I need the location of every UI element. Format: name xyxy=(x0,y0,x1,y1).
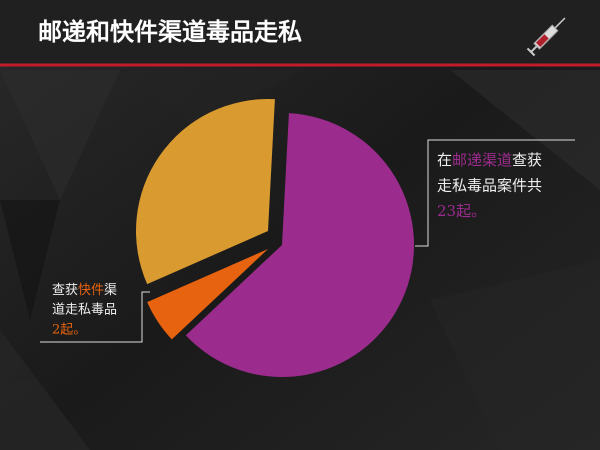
annotation-line: 查获快件渠 xyxy=(52,283,117,298)
category-label: 邮递渠道 xyxy=(452,151,512,169)
pie-slice xyxy=(135,99,275,285)
title-bar xyxy=(0,0,600,64)
annotation-lines xyxy=(40,139,575,343)
pie-slice xyxy=(185,113,414,377)
annotation-text: 渠 xyxy=(104,283,117,298)
annotation-line: 道走私毒品 xyxy=(52,303,117,318)
annotation-text: 在 xyxy=(437,151,452,169)
pie-slice xyxy=(147,249,268,340)
value-label: 23起。 xyxy=(437,202,486,220)
background-facets xyxy=(0,70,600,450)
value-label: 2起。 xyxy=(52,323,86,338)
annotation-text: 查获 xyxy=(52,283,78,298)
syringe-icon xyxy=(526,17,566,57)
annotation-text: 查获 xyxy=(512,151,542,169)
category-label: 快件 xyxy=(78,283,104,298)
annotation-line: 走私毒品案件共 xyxy=(437,177,542,195)
annotation-line: 在邮递渠道查获 xyxy=(437,151,542,169)
chart-title: 邮递和快件渠道毒品走私 xyxy=(38,18,302,46)
